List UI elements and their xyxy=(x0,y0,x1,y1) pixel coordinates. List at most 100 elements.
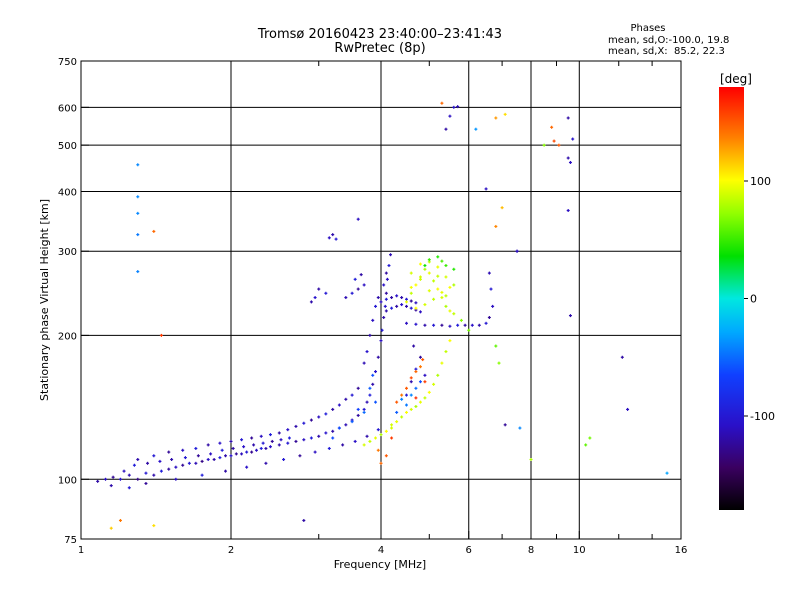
data-point xyxy=(152,473,156,477)
data-point xyxy=(423,303,427,307)
data-point xyxy=(436,265,440,269)
data-point xyxy=(404,403,408,407)
data-point xyxy=(331,233,335,237)
data-point xyxy=(444,264,448,268)
colorbar: [deg] 100 0 -100 xyxy=(719,72,775,510)
data-point xyxy=(384,297,388,301)
data-point xyxy=(383,304,387,308)
data-point xyxy=(144,481,148,485)
data-point xyxy=(390,296,394,300)
data-point xyxy=(571,137,575,141)
data-point xyxy=(484,187,488,191)
data-point xyxy=(404,300,408,304)
data-point xyxy=(259,434,263,438)
data-point xyxy=(418,262,422,266)
data-point xyxy=(350,420,354,424)
data-point xyxy=(362,407,366,411)
data-point xyxy=(324,291,328,295)
data-point xyxy=(452,312,456,316)
data-point xyxy=(414,396,418,400)
data-point xyxy=(418,365,422,369)
data-point xyxy=(206,457,210,461)
data-point xyxy=(109,526,113,530)
data-point xyxy=(136,211,140,215)
data-point xyxy=(302,421,306,425)
colorbar-tick-label: 0 xyxy=(750,293,757,306)
data-point xyxy=(409,291,413,295)
y-tick-label: 100 xyxy=(58,475,77,486)
data-point xyxy=(384,291,388,295)
data-point xyxy=(404,321,408,325)
data-point xyxy=(206,443,210,447)
data-point xyxy=(341,443,345,447)
data-point xyxy=(432,382,436,386)
y-tick-label: 400 xyxy=(58,187,77,198)
data-point xyxy=(294,424,298,428)
data-point xyxy=(444,304,448,308)
data-point xyxy=(387,264,391,268)
data-point xyxy=(298,454,302,458)
data-point xyxy=(494,116,498,120)
x-axis-ticks: 1 2 4 6 8 10 16 xyxy=(78,61,688,556)
data-point xyxy=(395,400,399,404)
colorbar-label: [deg] xyxy=(720,72,752,86)
data-point xyxy=(136,233,140,237)
data-point xyxy=(427,390,431,394)
data-point xyxy=(96,479,100,483)
data-point xyxy=(503,423,507,427)
data-point xyxy=(626,407,630,411)
data-point xyxy=(240,452,244,456)
data-point xyxy=(183,456,187,460)
data-point xyxy=(459,318,463,322)
data-point xyxy=(456,105,460,109)
x-tick-label: 8 xyxy=(528,545,534,556)
data-point xyxy=(111,475,115,479)
data-point xyxy=(242,445,246,449)
x-tick-label: 10 xyxy=(573,545,586,556)
data-point xyxy=(440,361,444,365)
data-point xyxy=(409,285,413,289)
data-point xyxy=(264,461,268,465)
data-point xyxy=(432,297,436,301)
data-point xyxy=(376,296,380,300)
data-point xyxy=(374,370,378,374)
data-point xyxy=(404,410,408,414)
data-point xyxy=(368,439,372,443)
data-point xyxy=(376,428,380,432)
data-point xyxy=(566,156,570,160)
data-point xyxy=(159,469,163,473)
data-point xyxy=(384,309,388,313)
data-point xyxy=(487,315,491,319)
data-point xyxy=(444,350,448,354)
data-point xyxy=(337,426,341,430)
data-point xyxy=(404,386,408,390)
chart-subtitle: RwPretec (8p) xyxy=(334,41,425,56)
data-point xyxy=(200,459,204,463)
data-point xyxy=(286,441,290,445)
data-point xyxy=(136,163,140,167)
data-point xyxy=(231,446,235,450)
data-point xyxy=(268,433,272,437)
data-point xyxy=(382,315,386,319)
data-point xyxy=(440,290,444,294)
data-point xyxy=(309,436,313,440)
data-point xyxy=(344,296,348,300)
data-point xyxy=(144,471,148,475)
data-point xyxy=(331,407,335,411)
data-point xyxy=(337,403,341,407)
data-point xyxy=(250,436,254,440)
data-point xyxy=(229,454,233,458)
data-point xyxy=(452,105,456,109)
data-point xyxy=(395,304,399,308)
data-point xyxy=(444,275,448,279)
data-point xyxy=(404,304,408,308)
data-point xyxy=(174,465,178,469)
data-point xyxy=(379,339,383,343)
data-point xyxy=(309,418,313,422)
data-point xyxy=(371,318,375,322)
data-point xyxy=(313,296,317,300)
data-point xyxy=(118,477,122,481)
data-point xyxy=(287,436,291,440)
x-tick-label: 16 xyxy=(675,545,688,556)
data-point xyxy=(167,450,171,454)
